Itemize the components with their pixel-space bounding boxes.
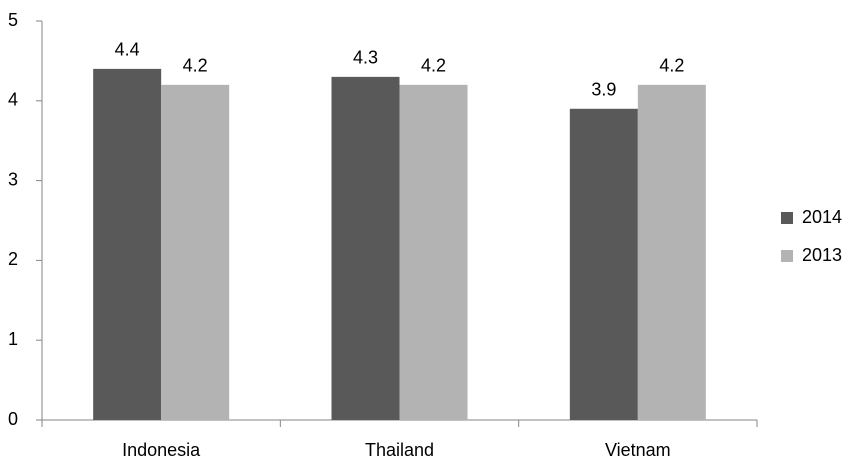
bar <box>569 108 638 420</box>
legend-label: 2013 <box>802 245 842 265</box>
y-tick-label: 5 <box>8 10 18 30</box>
data-label: 4.4 <box>115 40 140 60</box>
bar <box>331 76 400 421</box>
bar <box>637 84 706 420</box>
data-label: 3.9 <box>591 80 616 100</box>
y-tick-label: 1 <box>8 329 18 349</box>
y-tick-label: 3 <box>8 169 18 189</box>
data-label: 4.3 <box>353 48 378 68</box>
bar <box>399 84 468 420</box>
x-tick-label: Indonesia <box>122 440 201 460</box>
bar <box>161 84 230 420</box>
bar <box>93 68 162 420</box>
y-tick-label: 0 <box>8 409 18 429</box>
legend-label: 2014 <box>802 207 842 227</box>
y-tick-label: 2 <box>8 249 18 269</box>
x-tick-label: Vietnam <box>605 440 671 460</box>
data-label: 4.2 <box>659 56 684 76</box>
data-label: 4.2 <box>183 56 208 76</box>
y-tick-label: 4 <box>8 90 18 110</box>
x-tick-label: Thailand <box>365 440 434 460</box>
legend-swatch <box>781 250 793 262</box>
legend-swatch <box>781 212 793 224</box>
data-label: 4.2 <box>421 56 446 76</box>
